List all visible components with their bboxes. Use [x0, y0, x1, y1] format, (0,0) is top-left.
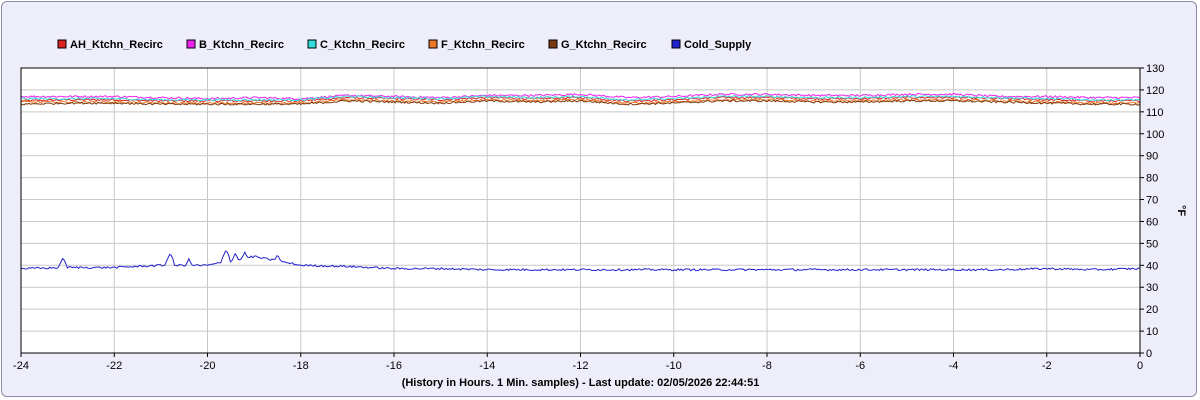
- y-tick-label: 10: [1146, 326, 1158, 338]
- x-tick-label: 0: [1137, 360, 1143, 372]
- x-tick-label: -8: [762, 360, 772, 372]
- series-line-b-ktchn-recirc: [20, 92, 1141, 101]
- legend-swatch: [186, 39, 196, 49]
- y-tick-label: 20: [1146, 304, 1158, 316]
- y-tick-label: 80: [1146, 173, 1158, 185]
- y-tick-label: 110: [1146, 107, 1164, 119]
- y-tick-label: 50: [1146, 238, 1158, 250]
- series-group: [20, 92, 1141, 272]
- legend-swatch: [548, 39, 558, 49]
- y-tick-label: 0: [1146, 348, 1152, 360]
- y-tick-label: 120: [1146, 85, 1164, 97]
- x-tick-label: -18: [293, 360, 309, 372]
- y-tick-label: 100: [1146, 129, 1164, 141]
- x-tick-label: -24: [13, 360, 29, 372]
- y-axis: 0 10 20 30 40 50 60 70 80 90 100 110 120 130: [1140, 63, 1164, 360]
- x-tick-label: -22: [106, 360, 122, 372]
- legend-label: F_Ktchn_Recirc: [441, 39, 525, 51]
- legend-label: B_Ktchn_Recirc: [199, 39, 284, 51]
- legend-swatch: [428, 39, 438, 49]
- x-tick-label: -14: [479, 360, 495, 372]
- legend: AH_Ktchn_Recirc B_Ktchn_Recirc C_Ktchn_Rec…: [57, 39, 752, 51]
- legend-label: AH_Ktchn_Recirc: [70, 39, 163, 51]
- legend-label: C_Ktchn_Recirc: [320, 39, 405, 51]
- x-tick-label: -10: [666, 360, 682, 372]
- x-tick-label: -20: [200, 360, 216, 372]
- series-line-c-ktchn-recirc: [20, 95, 1141, 102]
- y-tick-label: 70: [1146, 195, 1158, 207]
- legend-label: Cold_Supply: [684, 39, 752, 51]
- series-line-g-ktchn-recirc: [20, 99, 1141, 106]
- legend-swatch: [57, 39, 67, 49]
- y-tick-label: 60: [1146, 216, 1158, 228]
- legend-swatch: [671, 39, 681, 49]
- x-tick-label: -12: [573, 360, 589, 372]
- series-line-cold-supply: [20, 250, 1141, 272]
- y-axis-label: °F: [1175, 205, 1187, 216]
- x-tick-label: -16: [386, 360, 402, 372]
- legend-label: G_Ktchn_Recirc: [561, 39, 647, 51]
- x-axis-label: (History in Hours. 1 Min. samples) - Las…: [402, 377, 760, 389]
- x-tick-label: -2: [1042, 360, 1052, 372]
- y-tick-label: 40: [1146, 260, 1158, 272]
- x-tick-label: -6: [855, 360, 865, 372]
- x-axis: -24 -22 -20 -18 -16 -14 -12 -10 -8 -6 -4 -2 0: [13, 353, 1143, 372]
- y-tick-label: 130: [1146, 63, 1164, 75]
- y-tick-label: 30: [1146, 282, 1158, 294]
- legend-swatch: [307, 39, 317, 49]
- y-tick-label: 90: [1146, 151, 1158, 163]
- x-tick-label: -4: [949, 360, 959, 372]
